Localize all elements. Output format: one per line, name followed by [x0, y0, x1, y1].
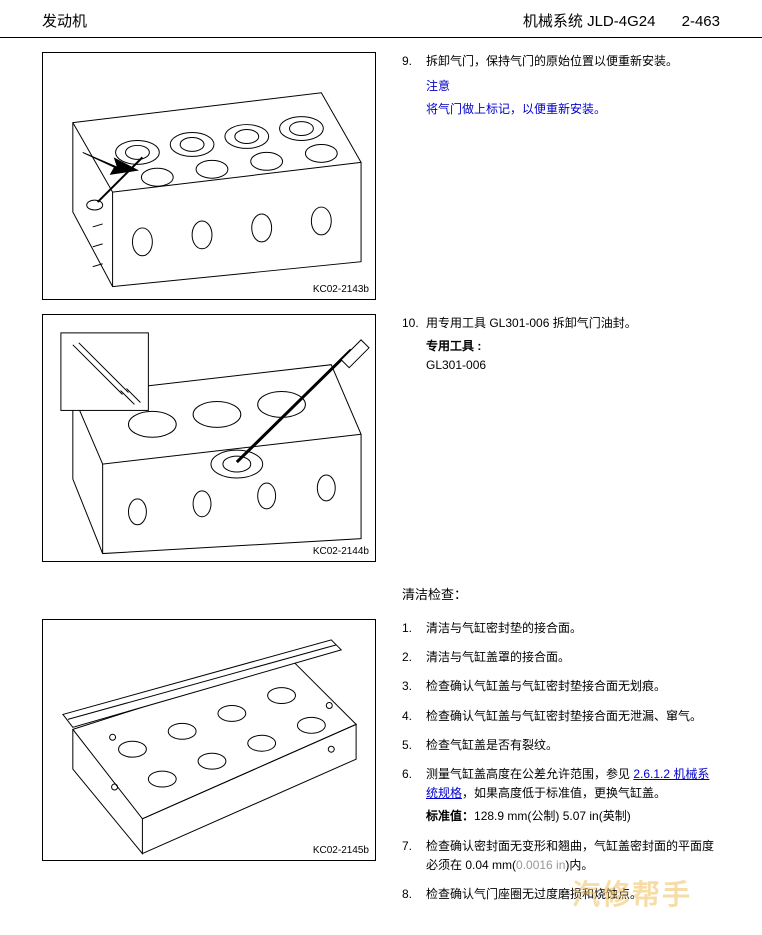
step-10: 10. 用专用工具 GL301-006 拆卸气门油封。 专用工具 : GL301…: [402, 314, 720, 376]
step-9-main: 拆卸气门，保持气门的原始位置以便重新安装。: [426, 52, 720, 71]
i6-post: ，如果高度低于标准值，更换气缸盖。: [462, 786, 666, 800]
note-title: 注意: [426, 77, 720, 96]
item-text: 检查确认气门座圈无过度磨损和烧蚀点。: [426, 885, 720, 904]
figure-2-label: KC02-2144b: [313, 546, 369, 557]
step-body: 拆卸气门，保持气门的原始位置以便重新安装。 注意 将气门做上标记，以便重新安装。: [426, 52, 720, 120]
cylinder-head-flatness-icon: [43, 620, 375, 861]
inspection-item-7: 7. 检查确认密封面无变形和翘曲，气缸盖密封面的平面度必须在 0.04 mm(0…: [402, 837, 720, 875]
std-line: 标准值：128.9 mm(公制) 5.07 in(英制): [426, 807, 720, 826]
figure-2: KC02-2144b: [42, 314, 376, 562]
inspection-item-6: 6. 测量气缸盖高度在公差允许范围，参见 2.6.1.2 机械系统规格，如果高度…: [402, 765, 720, 827]
row-step-10: KC02-2144b 10. 用专用工具 GL301-006 拆卸气门油封。 专…: [42, 314, 720, 562]
header-left: 发动机: [42, 10, 87, 31]
figure-3-label: KC02-2145b: [313, 845, 369, 856]
tool-value: GL301-006: [426, 356, 720, 375]
item-num: 4.: [402, 707, 426, 726]
item-num: 3.: [402, 677, 426, 696]
item-text: 清洁与气缸密封垫的接合面。: [426, 619, 720, 638]
item-num: 7.: [402, 837, 426, 875]
inspection-item-5: 5. 检查气缸盖是否有裂纹。: [402, 736, 720, 755]
item-text: 检查确认气缸盖与气缸密封垫接合面无泄漏、窜气。: [426, 707, 720, 726]
page-header: 发动机 机械系统 JLD-4G24 2-463: [0, 0, 762, 38]
i6-pre: 测量气缸盖高度在公差允许范围，参见: [426, 767, 633, 781]
i7-gray: 0.0016 in: [516, 858, 565, 872]
item-num: 1.: [402, 619, 426, 638]
item-body: 测量气缸盖高度在公差允许范围，参见 2.6.1.2 机械系统规格，如果高度低于标…: [426, 765, 720, 827]
inspection-item-3: 3. 检查确认气缸盖与气缸密封垫接合面无划痕。: [402, 677, 720, 696]
i7-post: )内。: [565, 858, 593, 872]
item-text: 清洁与气缸盖罩的接合面。: [426, 648, 720, 667]
inspection-item-4: 4. 检查确认气缸盖与气缸密封垫接合面无泄漏、窜气。: [402, 707, 720, 726]
item-num: 6.: [402, 765, 426, 827]
page-content: KC02-2143b 9. 拆卸气门，保持气门的原始位置以便重新安装。 注意 将…: [0, 52, 762, 914]
step-10-main: 用专用工具 GL301-006 拆卸气门油封。: [426, 314, 720, 333]
item-body: 检查确认密封面无变形和翘曲，气缸盖密封面的平面度必须在 0.04 mm(0.00…: [426, 837, 720, 875]
step-num: 9.: [402, 52, 426, 120]
figure-1-label: KC02-2143b: [313, 284, 369, 295]
step-9-text: 9. 拆卸气门，保持气门的原始位置以便重新安装。 注意 将气门做上标记，以便重新…: [376, 52, 720, 130]
valve-seal-tool-icon: [43, 315, 375, 562]
item-num: 5.: [402, 736, 426, 755]
step-10-text: 10. 用专用工具 GL301-006 拆卸气门油封。 专用工具 : GL301…: [376, 314, 720, 386]
step-9: 9. 拆卸气门，保持气门的原始位置以便重新安装。 注意 将气门做上标记，以便重新…: [402, 52, 720, 120]
inspection-item-8: 8. 检查确认气门座圈无过度磨损和烧蚀点。: [402, 885, 720, 904]
step-body: 用专用工具 GL301-006 拆卸气门油封。 专用工具 : GL301-006: [426, 314, 720, 376]
figure-3: KC02-2145b: [42, 619, 376, 861]
figure-1: KC02-2143b: [42, 52, 376, 300]
header-system: 机械系统 JLD-4G24: [523, 13, 656, 30]
row-step-9: KC02-2143b 9. 拆卸气门，保持气门的原始位置以便重新安装。 注意 将…: [42, 52, 720, 300]
item-text: 检查气缸盖是否有裂纹。: [426, 736, 720, 755]
header-right: 机械系统 JLD-4G24 2-463: [523, 10, 720, 31]
inspection-title: 清洁检查：: [402, 584, 720, 603]
inspection-item-2: 2. 清洁与气缸盖罩的接合面。: [402, 648, 720, 667]
inspection-list: 1. 清洁与气缸密封垫的接合面。 2. 清洁与气缸盖罩的接合面。 3. 检查确认…: [376, 619, 720, 914]
item-num: 8.: [402, 885, 426, 904]
row-inspection-title: 清洁检查：: [42, 576, 720, 615]
inspection-item-1: 1. 清洁与气缸密封垫的接合面。: [402, 619, 720, 638]
step-num: 10.: [402, 314, 426, 376]
note-body: 将气门做上标记，以便重新安装。: [426, 100, 720, 119]
row-inspection: KC02-2145b 1. 清洁与气缸密封垫的接合面。 2. 清洁与气缸盖罩的接…: [42, 619, 720, 914]
item-text: 检查确认气缸盖与气缸密封垫接合面无划痕。: [426, 677, 720, 696]
engine-head-valve-removal-icon: [43, 53, 375, 300]
tool-label: 专用工具 :: [426, 337, 720, 356]
std-value: 128.9 mm(公制) 5.07 in(英制): [474, 809, 631, 823]
std-label: 标准值：: [426, 809, 474, 823]
page-number: 2-463: [682, 13, 720, 30]
item-num: 2.: [402, 648, 426, 667]
